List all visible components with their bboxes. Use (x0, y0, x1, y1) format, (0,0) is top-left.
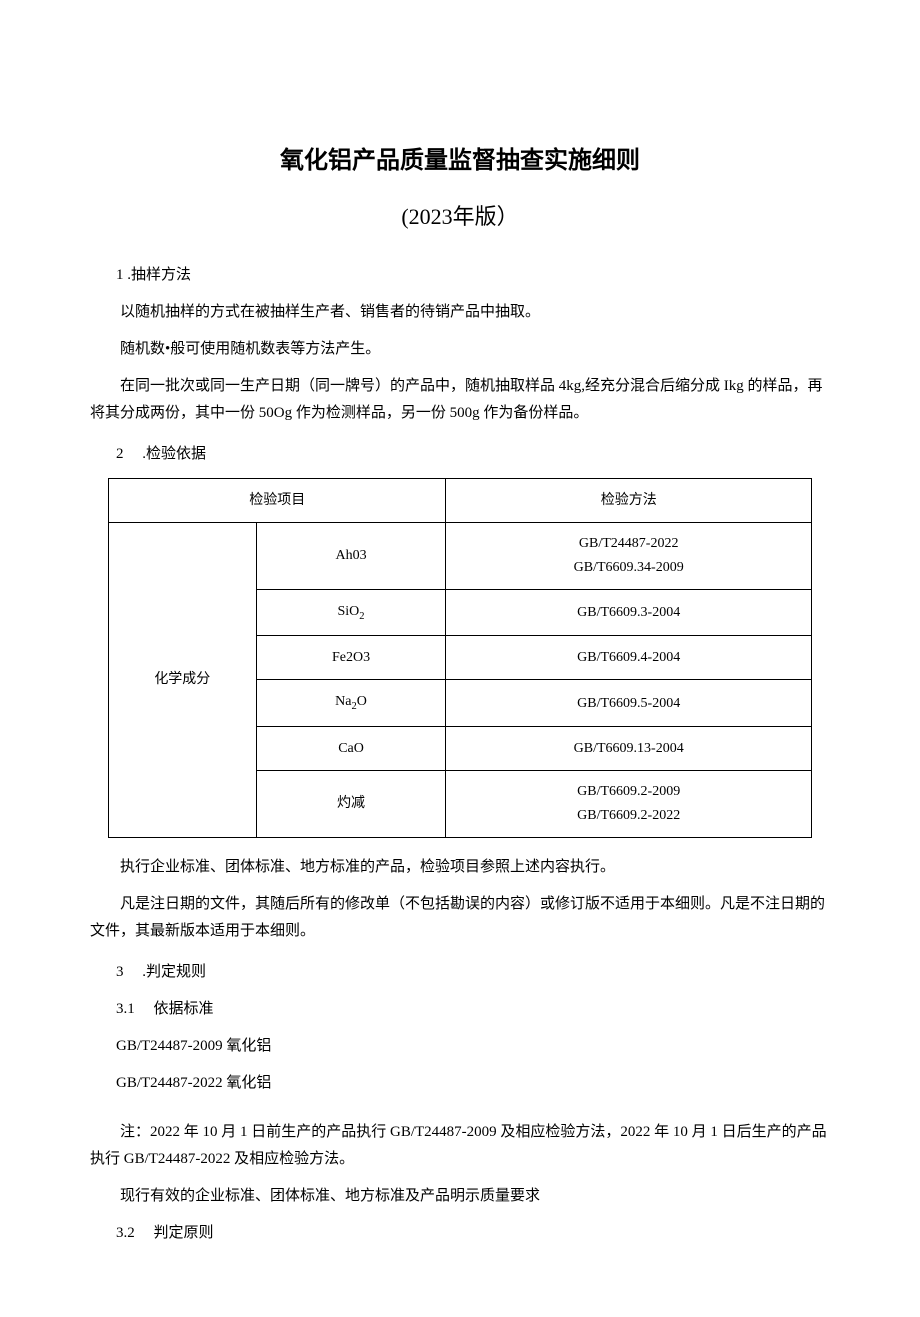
section-2-para-2: 凡是注日期的文件，其随后所有的修改单（不包括勘误的内容）或修订版不适用于本细则。… (90, 891, 830, 945)
section-1-para-3: 在同一批次或同一生产日期（同一牌号）的产品中，随机抽取样品 4kg,经充分混合后… (90, 373, 830, 427)
group-label-cell: 化学成分 (109, 522, 257, 837)
section-3-1-std-1: GB/T24487-2009 氧化铝 (90, 1033, 830, 1060)
sub-item-cell: CaO (256, 727, 446, 771)
section-1-para-2: 随机数•般可使用随机数表等方法产生。 (90, 336, 830, 363)
section-3-1-heading: 3.1 依据标准 (90, 996, 830, 1023)
section-1-para-1: 以随机抽样的方式在被抽样生产者、销售者的待销产品中抽取。 (90, 299, 830, 326)
document-title: 氧化铝产品质量监督抽查实施细则 (90, 140, 830, 183)
document-subtitle: (2023年版） (90, 197, 830, 237)
section-2-para-1: 执行企业标准、团体标准、地方标准的产品，检验项目参照上述内容执行。 (90, 854, 830, 881)
method-cell: GB/T24487-2022 GB/T6609.34-2009 (446, 522, 812, 589)
section-2-heading: 2 .检验依据 (90, 441, 830, 468)
section-3-heading: 3 .判定规则 (90, 959, 830, 986)
table-header-row: 检验项目 检验方法 (109, 478, 812, 522)
sub-item-cell: SiO2 (256, 589, 446, 636)
sub-item-cell: 灼减 (256, 771, 446, 838)
section-3-2-heading: 3.2 判定原则 (90, 1220, 830, 1247)
method-line-1: GB/T6609.2-2009 (577, 784, 680, 799)
header-inspection-method: 检验方法 (446, 478, 812, 522)
inspection-table: 检验项目 检验方法 化学成分 Ah03 GB/T24487-2022 GB/T6… (108, 478, 812, 838)
method-line-1: GB/T24487-2022 (579, 536, 679, 551)
method-cell: GB/T6609.2-2009 GB/T6609.2-2022 (446, 771, 812, 838)
method-cell: GB/T6609.5-2004 (446, 680, 812, 727)
method-line-2: GB/T6609.2-2022 (577, 808, 680, 823)
header-inspection-item: 检验项目 (109, 478, 446, 522)
method-cell: GB/T6609.4-2004 (446, 636, 812, 680)
method-line-2: GB/T6609.34-2009 (574, 560, 684, 575)
section-3-1-std-2: GB/T24487-2022 氧化铝 (90, 1070, 830, 1097)
section-3-1-note: 注：2022 年 10 月 1 日前生产的产品执行 GB/T24487-2009… (90, 1119, 830, 1173)
section-3-1-para-3: 现行有效的企业标准、团体标准、地方标准及产品明示质量要求 (90, 1183, 830, 1210)
sub-item-cell: Na2O (256, 680, 446, 727)
section-1-heading: 1 .抽样方法 (90, 262, 830, 289)
method-cell: GB/T6609.13-2004 (446, 727, 812, 771)
table-row: 化学成分 Ah03 GB/T24487-2022 GB/T6609.34-200… (109, 522, 812, 589)
sub-item-cell: Ah03 (256, 522, 446, 589)
method-cell: GB/T6609.3-2004 (446, 589, 812, 636)
sub-item-cell: Fe2O3 (256, 636, 446, 680)
